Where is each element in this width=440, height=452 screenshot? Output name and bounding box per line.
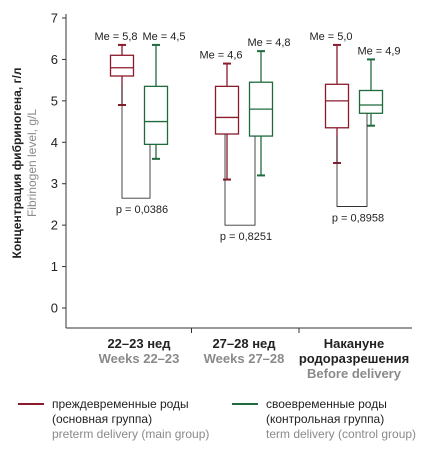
group-2-p-value: p = 0,8251 — [220, 231, 272, 243]
legend-swatch-term — [232, 403, 258, 405]
group-1-p-bracket — [121, 84, 151, 199]
x-category-label-en-3: Before delivery — [307, 366, 402, 381]
group-3-series-2-box — [358, 89, 384, 114]
group-3-series-1-median-label: Me = 5,0 — [309, 31, 352, 43]
x-category-label-en-1: Weeks 22–23 — [99, 351, 180, 366]
legend-label-preterm-line2: (основная группа) — [52, 412, 153, 426]
x-category-label-en-2: Weeks 27–28 — [204, 351, 285, 366]
y-tick-label-2: 2 — [51, 218, 58, 233]
x-category-label-3-line1: Накануне — [324, 336, 385, 351]
group-3-p-value: p = 0,8958 — [332, 213, 384, 225]
y-tick-label-3: 3 — [51, 176, 58, 191]
group-1-p-value: p = 0,0386 — [116, 204, 168, 216]
x-category-label-2: 27–28 нед — [212, 336, 276, 351]
y-axis-title-en: Fibrinogen level, g/L — [25, 109, 39, 217]
group-3-series-2-median-label: Me = 4,9 — [357, 45, 400, 57]
legend-swatch-preterm — [18, 403, 44, 405]
group-2-series-1-median-label: Me = 4,6 — [199, 50, 242, 62]
y-tick-label-4: 4 — [51, 135, 58, 150]
group-3-series-1-box — [324, 83, 350, 129]
y-tick-label-1: 1 — [51, 259, 58, 274]
group-1-series-2-median-label: Me = 4,5 — [142, 31, 185, 43]
group-1-series-2-box — [143, 85, 169, 146]
group-1-series-1-box — [109, 54, 135, 77]
group-2-series-1-box — [214, 85, 240, 135]
legend-label-preterm-line1: преждевременные роды — [52, 397, 189, 411]
legend-label-preterm-en: preterm delivery (main group) — [52, 427, 210, 441]
group-2-series-2-median-label: Me = 4,8 — [247, 37, 290, 49]
group-1-series-1-median-label: Me = 5,8 — [94, 31, 137, 43]
y-tick-label-0: 0 — [51, 301, 58, 316]
x-category-label-1: 22–23 нед — [107, 336, 171, 351]
y-tick-label-6: 6 — [51, 52, 58, 67]
y-tick-label-7: 7 — [51, 11, 58, 26]
legend-label-term-line1: своевременные роды — [266, 397, 387, 411]
group-3-p-bracket — [336, 113, 368, 207]
x-category-label-3-line2: родоразрешения — [299, 351, 409, 366]
legend-label-term-line2: (контрольная группа) — [266, 412, 385, 426]
legend-label-term-en: term delivery (control group) — [266, 427, 417, 441]
y-axis-title: Концентрация фибриногена, г/л — [10, 68, 24, 259]
y-tick-label-5: 5 — [51, 93, 58, 108]
group-2-p-bracket — [224, 134, 256, 226]
